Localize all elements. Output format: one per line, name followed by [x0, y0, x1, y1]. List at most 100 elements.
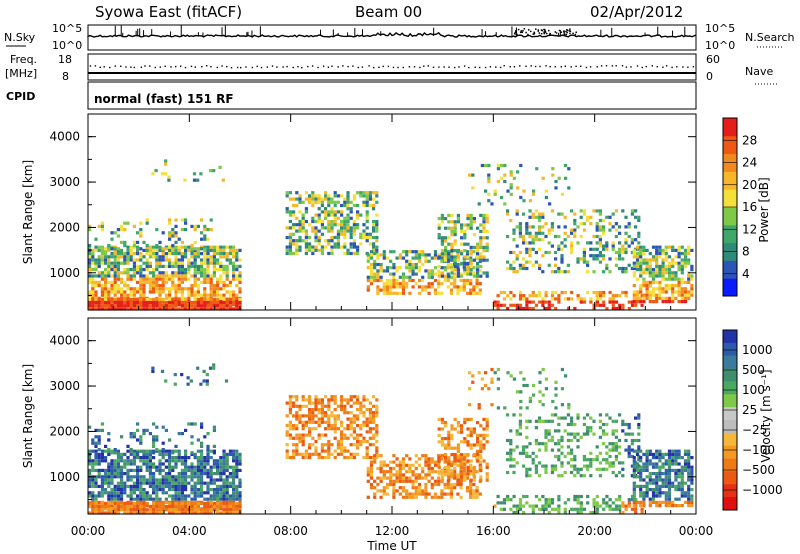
heatmap-cell	[301, 452, 305, 456]
heatmap-cell	[129, 448, 133, 452]
heatmap-cell	[304, 210, 308, 214]
nsearch-point	[545, 32, 548, 35]
heatmap-cell	[674, 274, 678, 278]
heatmap-cell	[614, 306, 619, 311]
heatmap-cell	[618, 231, 622, 235]
nave-point	[525, 65, 527, 67]
heatmap-cell	[232, 491, 236, 495]
heatmap-cell	[389, 470, 393, 474]
heatmap-cell	[534, 426, 538, 430]
heatmap-cell	[440, 421, 444, 425]
heatmap-cell	[158, 481, 162, 485]
heatmap-cell	[582, 228, 586, 232]
heatmap-cell	[592, 270, 596, 274]
heatmap-cell	[573, 422, 577, 427]
heatmap-cell	[560, 435, 564, 439]
heatmap-cell	[453, 459, 457, 463]
heatmap-cell	[661, 290, 665, 294]
heatmap-cell	[333, 398, 337, 402]
heatmap-cell	[206, 255, 210, 259]
heatmap-cell	[547, 263, 551, 267]
heatmap-cell	[621, 510, 625, 515]
heatmap-cell	[460, 462, 464, 466]
heatmap-cell	[295, 248, 299, 252]
heatmap-cell	[193, 488, 197, 492]
heatmap-cell	[385, 288, 390, 292]
heatmap-cell	[314, 235, 318, 240]
nsky-panel-frame	[87, 24, 697, 51]
heatmap-cell	[639, 271, 643, 275]
heatmap-cell	[462, 285, 466, 289]
heatmap-cell	[460, 430, 464, 434]
heatmap-cell	[531, 461, 535, 465]
heatmap-cell	[459, 495, 463, 499]
heatmap-cell	[449, 262, 454, 267]
heatmap-cell	[557, 416, 561, 420]
heatmap-cell	[184, 475, 188, 479]
heatmap-cell	[228, 290, 232, 294]
heatmap-cell	[635, 296, 640, 300]
heatmap-cell	[97, 258, 101, 262]
heatmap-cell	[200, 237, 204, 241]
heatmap-cell	[637, 247, 641, 251]
heatmap-cell	[557, 438, 561, 443]
heatmap-cell	[664, 296, 668, 300]
heatmap-cell	[330, 423, 334, 428]
heatmap-cell	[411, 269, 415, 273]
heatmap-cell	[320, 417, 324, 421]
heatmap-cell	[142, 428, 146, 432]
heatmap-cell	[177, 484, 181, 488]
heatmap-cell	[664, 472, 668, 476]
nave-point	[180, 65, 182, 67]
heatmap-cell	[139, 504, 143, 509]
heatmap-cell	[447, 462, 451, 466]
heatmap-cell	[142, 255, 146, 259]
heatmap-cell	[368, 242, 372, 246]
heatmap-cell	[292, 239, 296, 243]
heatmap-cell	[203, 280, 207, 284]
heatmap-cell	[292, 395, 296, 399]
heatmap-cell	[196, 284, 200, 288]
heatmap-cell	[343, 404, 347, 408]
heatmap-cell	[120, 472, 124, 476]
heatmap-cell	[621, 429, 625, 433]
heatmap-cell	[177, 307, 181, 311]
y-tick-label: 1000	[49, 266, 80, 280]
heatmap-cell	[605, 504, 609, 508]
heatmap-cell	[148, 252, 152, 256]
heatmap-cell	[440, 291, 444, 295]
heatmap-cell	[113, 465, 117, 469]
heatmap-cell	[139, 277, 143, 281]
heatmap-cell	[487, 163, 491, 168]
heatmap-cell	[285, 248, 289, 252]
heatmap-cell	[509, 263, 513, 267]
heatmap-cell	[190, 252, 194, 256]
heatmap-cell	[648, 488, 652, 492]
heatmap-cell	[642, 271, 646, 275]
heatmap-cell	[475, 285, 479, 289]
heatmap-cell	[635, 468, 640, 472]
heatmap-cell	[627, 451, 631, 455]
heatmap-cell	[642, 284, 646, 288]
heatmap-cell	[674, 277, 678, 281]
heatmap-cell	[466, 417, 470, 421]
heatmap-cell	[639, 252, 643, 256]
heatmap-cell	[475, 492, 479, 496]
heatmap-cell	[238, 287, 242, 291]
heatmap-cell	[151, 172, 155, 176]
heatmap-cell	[295, 398, 299, 402]
heatmap-cell	[624, 215, 628, 219]
heatmap-cell	[674, 261, 678, 265]
heatmap-cell	[139, 481, 143, 485]
heatmap-cell	[145, 428, 149, 432]
heatmap-cell	[368, 430, 372, 434]
heatmap-cell	[200, 501, 204, 505]
heatmap-cell	[295, 433, 299, 437]
heatmap-cell	[651, 258, 656, 262]
heatmap-cell	[94, 511, 98, 515]
heatmap-cell	[532, 189, 536, 193]
heatmap-cell	[614, 498, 619, 502]
heatmap-cell	[110, 290, 114, 294]
heatmap-cell	[437, 223, 441, 227]
heatmap-cell	[164, 277, 168, 281]
